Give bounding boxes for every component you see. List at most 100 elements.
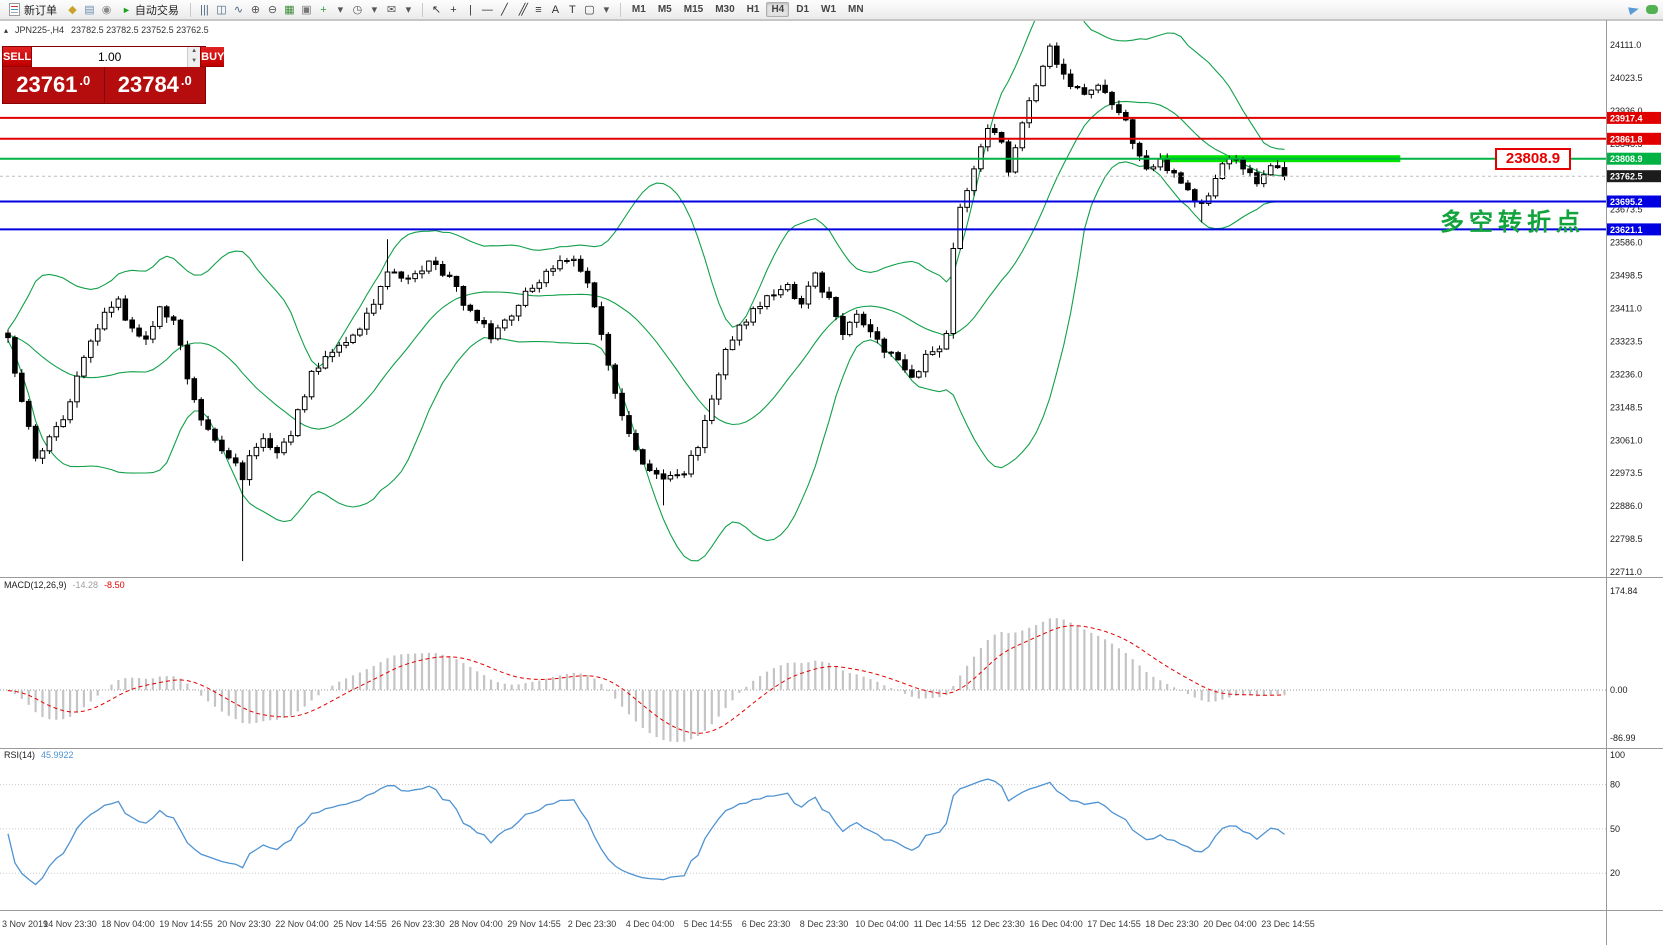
periods-icon[interactable]: ◷ xyxy=(352,3,363,16)
toolbar-separator xyxy=(189,2,191,17)
bars-chart-icon[interactable]: ||| xyxy=(200,3,209,16)
price-tag xyxy=(1607,170,1661,183)
svg-text:0.00: 0.00 xyxy=(1610,685,1628,695)
time-label: 17 Dec 14:55 xyxy=(1087,919,1141,929)
navigator-icon[interactable]: ◉ xyxy=(101,3,112,16)
periods-dropdown-icon[interactable]: ▾ xyxy=(371,3,378,16)
bollinger-lower-band xyxy=(7,161,1285,562)
line-chart-icon[interactable]: ∿ xyxy=(233,3,244,16)
time-label: 12 Dec 23:30 xyxy=(971,919,1025,929)
bollinger-upper-band xyxy=(7,21,1285,368)
bollinger-middle-band xyxy=(7,100,1285,430)
shapes-dropdown-icon[interactable]: ▾ xyxy=(603,3,610,16)
zoom-in-icon[interactable]: ⊕ xyxy=(250,3,261,16)
time-axis[interactable]: 3 Nov 2019 14 Nov 23:30 18 Nov 04:00 19 Nov… xyxy=(0,919,1663,933)
volume-decrease-button[interactable]: ▼ xyxy=(188,57,201,67)
market-watch-icon[interactable]: ◆ xyxy=(68,3,77,16)
timeframe-h1-button[interactable]: H1 xyxy=(746,4,760,15)
time-label: 11 Dec 14:55 xyxy=(913,919,967,929)
text-icon[interactable]: A xyxy=(551,3,560,16)
new-order-icon xyxy=(9,3,20,16)
autotrading-button[interactable]: ► 自动交易 xyxy=(116,1,185,19)
price-note-label[interactable]: 23808.9 xyxy=(1495,148,1571,170)
sell-button[interactable]: SELL xyxy=(3,47,32,67)
macd-label: MACD(12,26,9) -14.28 -8.50 xyxy=(4,580,125,590)
chat-icon[interactable] xyxy=(1643,2,1660,18)
auto-arrange-icon[interactable]: ▣ xyxy=(301,3,312,16)
indicators-dropdown-icon[interactable]: ▾ xyxy=(337,3,344,16)
vertical-line-icon[interactable]: | xyxy=(468,3,472,16)
time-label: 25 Nov 14:55 xyxy=(333,919,387,929)
svg-text:22973.5: 22973.5 xyxy=(1610,468,1643,478)
time-label: 19 Nov 14:55 xyxy=(159,919,213,929)
send-icon[interactable] xyxy=(1625,2,1642,18)
time-label: 23 Dec 14:55 xyxy=(1261,919,1315,929)
timeframe-mn-button[interactable]: MN xyxy=(848,4,864,15)
rsi-line xyxy=(7,778,1285,886)
shapes-icon[interactable]: ▢ xyxy=(584,3,595,16)
main-toolbar: 新订单 ◆ ▤ ◉ ► 自动交易 ||| ◫ ∿ ⊕ ⊖ ▦ ▣ + ▾ ◷ ▾ ✉ ▾ ↖ + | — ╱ ╱╱ ≡ A… xyxy=(0,0,1663,20)
timeframe-h4-button[interactable]: H4 xyxy=(766,2,790,17)
svg-text:100: 100 xyxy=(1610,750,1625,760)
timeframe-d1-button[interactable]: D1 xyxy=(796,4,810,15)
new-order-button[interactable]: 新订单 xyxy=(3,1,63,19)
time-label: 22 Nov 04:00 xyxy=(275,919,329,929)
timeframe-w1-button[interactable]: W1 xyxy=(821,4,837,15)
horizontal-line-icon[interactable]: — xyxy=(481,3,493,16)
tile-windows-icon[interactable]: ▦ xyxy=(284,3,295,16)
timeframe-m5-button[interactable]: M5 xyxy=(657,4,672,15)
text-label-icon[interactable]: T xyxy=(569,3,576,16)
volume-stepper[interactable]: ▲ ▼ xyxy=(31,47,202,67)
price-tag xyxy=(1607,152,1661,165)
time-label: 16 Dec 04:00 xyxy=(1029,919,1083,929)
svg-text:22711.0: 22711.0 xyxy=(1610,567,1642,577)
indicators-icon[interactable]: + xyxy=(320,3,327,16)
time-label: 28 Nov 04:00 xyxy=(449,919,503,929)
svg-text:80: 80 xyxy=(1610,780,1620,790)
volume-input[interactable] xyxy=(32,47,188,67)
timeframe-m15-button[interactable]: M15 xyxy=(683,4,704,15)
price-axis[interactable]: 24111.024023.523936.023848.523761.023673… xyxy=(1607,40,1661,577)
trendline-icon[interactable]: ╱ xyxy=(501,3,508,16)
svg-text:23236.0: 23236.0 xyxy=(1610,369,1643,379)
time-label: 14 Nov 23:30 xyxy=(43,919,97,929)
main-price-pane[interactable] xyxy=(5,0,1401,562)
candlestick-chart-icon[interactable]: ◫ xyxy=(216,3,227,16)
symbol-period-label: JPN225-,H4 xyxy=(15,25,65,35)
svg-text:23762.5: 23762.5 xyxy=(1610,172,1643,182)
time-label: 26 Nov 23:30 xyxy=(391,919,445,929)
template-dropdown-icon[interactable]: ▾ xyxy=(405,3,412,16)
turning-point-text[interactable]: 多空转折点 xyxy=(1440,209,1585,236)
time-label: 5 Dec 14:55 xyxy=(683,919,733,929)
data-window-icon[interactable]: ▤ xyxy=(84,3,95,16)
svg-text:23148.5: 23148.5 xyxy=(1610,402,1643,412)
time-label: 3 Nov 2019 xyxy=(2,919,49,929)
crosshair-icon[interactable]: + xyxy=(450,3,457,16)
buy-button[interactable]: BUY xyxy=(201,47,225,67)
volume-increase-button[interactable]: ▲ xyxy=(188,47,201,57)
timeframe-m1-button[interactable]: M1 xyxy=(631,4,646,15)
toolbar-separator xyxy=(421,2,423,17)
sell-price[interactable]: 23761 .0 xyxy=(16,72,91,97)
chart-title: ▴ JPN225-,H4 23782.5 23782.5 23752.5 237… xyxy=(4,25,209,35)
svg-text:23673.5: 23673.5 xyxy=(1610,205,1643,215)
time-label: 18 Dec 23:30 xyxy=(1145,919,1199,929)
one-click-trading-panel[interactable]: SELL ▲ ▼ BUY 23761 .0 23784 .0 xyxy=(2,46,225,104)
price-tag xyxy=(1607,223,1661,236)
price-tag xyxy=(1607,111,1661,124)
template-icon[interactable]: ✉ xyxy=(386,3,397,16)
time-label: 4 Dec 04:00 xyxy=(625,919,675,929)
zoom-out-icon[interactable]: ⊖ xyxy=(267,3,278,16)
buy-price[interactable]: 23784 .0 xyxy=(103,67,206,103)
fibonacci-icon[interactable]: ≡ xyxy=(535,3,542,16)
svg-text:174.84: 174.84 xyxy=(1610,586,1638,596)
timeframe-buttons: M1 M5 M15 M30 H1 H4 D1 W1 MN xyxy=(626,2,870,17)
time-label: 29 Nov 14:55 xyxy=(507,919,561,929)
svg-text:22798.5: 22798.5 xyxy=(1610,534,1643,544)
cursor-icon[interactable]: ↖ xyxy=(431,3,442,16)
channel-icon[interactable]: ╱╱ xyxy=(518,3,528,16)
time-label: 6 Dec 23:30 xyxy=(741,919,791,929)
timeframe-m30-button[interactable]: M30 xyxy=(715,4,735,15)
